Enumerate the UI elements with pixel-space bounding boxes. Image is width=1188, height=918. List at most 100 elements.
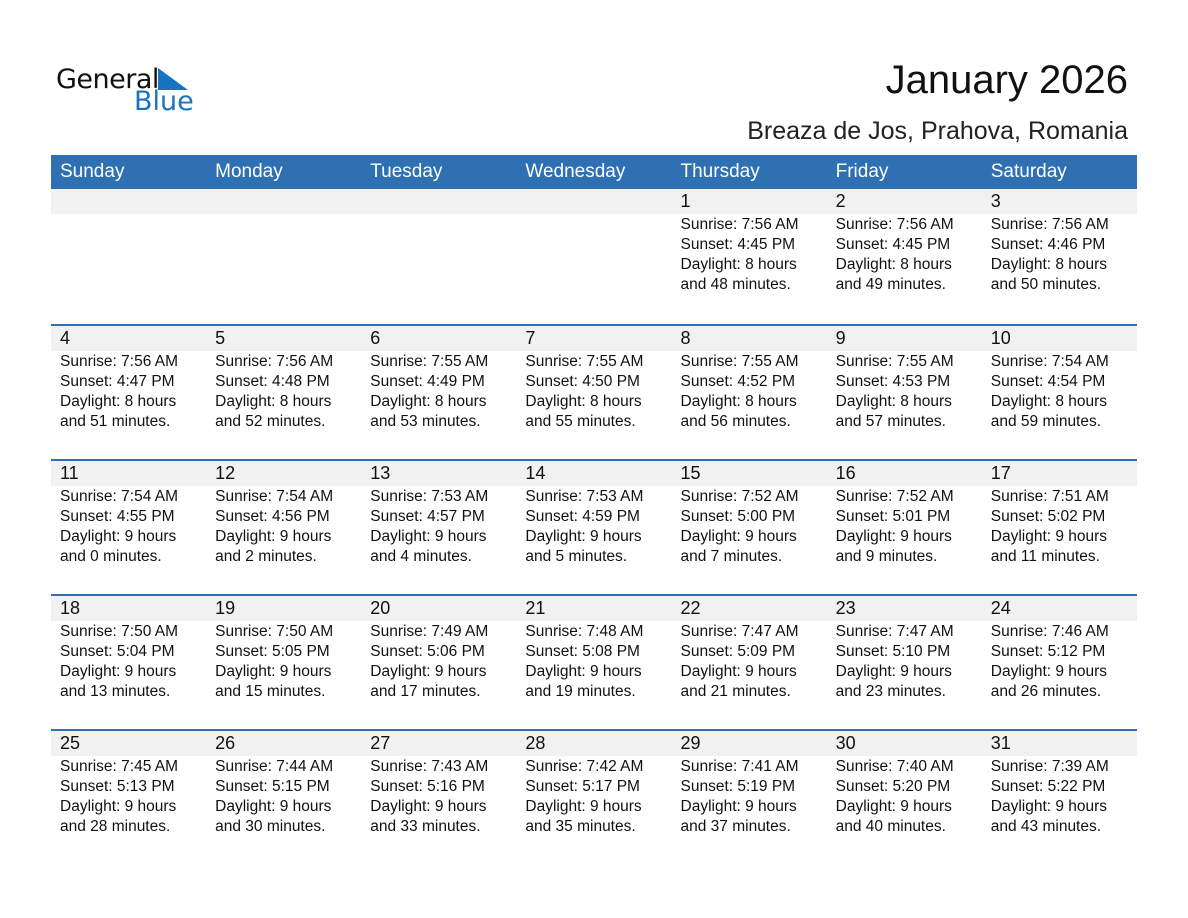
daylight2-text: and 52 minutes. [215, 413, 326, 430]
daylight1-text: Daylight: 9 hours [370, 798, 487, 815]
day-number: 22 [680, 598, 701, 618]
page-title: January 2026 [885, 58, 1128, 102]
day-cell: 13 Sunrise: 7:53 AM Sunset: 4:57 PM Dayligh… [361, 461, 516, 594]
day-cell: 26 Sunrise: 7:44 AM Sunset: 5:15 PM Dayligh… [206, 731, 361, 864]
daylight1-text: Daylight: 9 hours [370, 663, 487, 680]
day-number: 18 [60, 598, 81, 618]
daylight1-text: Daylight: 8 hours [835, 256, 952, 273]
daylight1-text: Daylight: 8 hours [835, 393, 952, 410]
sunrise-text: Sunrise: 7:55 AM [680, 353, 799, 370]
sunset-text: Sunset: 5:06 PM [370, 643, 485, 660]
day-number: 9 [835, 328, 846, 348]
sunset-text: Sunset: 5:17 PM [525, 778, 640, 795]
day-cell: 10 Sunrise: 7:54 AM Sunset: 4:54 PM Dayligh… [982, 326, 1137, 459]
day-number: 5 [215, 328, 226, 348]
day-cell: 5 Sunrise: 7:56 AM Sunset: 4:48 PM Daylight… [206, 326, 361, 459]
daylight1-text: Daylight: 8 hours [525, 393, 642, 410]
sunrise-text: Sunrise: 7:49 AM [370, 623, 489, 640]
daylight2-text: and 40 minutes. [835, 818, 946, 835]
daylight1-text: Daylight: 9 hours [525, 663, 642, 680]
sunset-text: Sunset: 5:08 PM [525, 643, 640, 660]
sunrise-text: Sunrise: 7:44 AM [215, 758, 334, 775]
sunrise-text: Sunrise: 7:53 AM [370, 488, 489, 505]
day-number: 16 [835, 463, 856, 483]
sunrise-text: Sunrise: 7:54 AM [60, 488, 179, 505]
daylight1-text: Daylight: 9 hours [835, 663, 952, 680]
daylight2-text: and 49 minutes. [835, 276, 946, 293]
sunrise-text: Sunrise: 7:55 AM [525, 353, 644, 370]
sunset-text: Sunset: 4:48 PM [215, 373, 330, 390]
daylight1-text: Daylight: 9 hours [990, 798, 1108, 815]
sunrise-text: Sunrise: 7:50 AM [60, 623, 179, 640]
daylight1-text: Daylight: 8 hours [60, 393, 177, 410]
day-cell: 28 Sunrise: 7:42 AM Sunset: 5:17 PM Dayligh… [516, 731, 671, 864]
day-number: 6 [370, 328, 381, 348]
daylight2-text: and 53 minutes. [370, 413, 481, 430]
daylight2-text: and 35 minutes. [525, 818, 636, 835]
location-subtitle: Breaza de Jos, Prahova, Romania [747, 117, 1128, 145]
sunrise-text: Sunrise: 7:56 AM [680, 216, 799, 233]
sunset-text: Sunset: 5:10 PM [835, 643, 951, 660]
day-number: 24 [990, 598, 1011, 618]
weekday-friday: Friday [835, 161, 889, 182]
day-number: 3 [990, 191, 1001, 211]
day-cell: 15 Sunrise: 7:52 AM Sunset: 5:00 PM Dayligh… [672, 461, 827, 594]
daylight1-text: Daylight: 8 hours [680, 393, 797, 410]
day-cell: 2 Sunrise: 7:56 AM Sunset: 4:45 PM Daylight… [827, 189, 982, 324]
empty-cell [361, 189, 516, 324]
logo-text-blue: Blue [134, 86, 194, 117]
daylight1-text: Daylight: 9 hours [680, 528, 797, 545]
daylight2-text: and 17 minutes. [370, 683, 481, 700]
daylight1-text: Daylight: 9 hours [215, 663, 332, 680]
day-cell: 18 Sunrise: 7:50 AM Sunset: 5:04 PM Dayligh… [51, 596, 206, 729]
sunrise-text: Sunrise: 7:54 AM [215, 488, 334, 505]
daylight2-text: and 5 minutes. [525, 548, 628, 565]
date-band [51, 596, 1137, 621]
sunset-text: Sunset: 4:52 PM [680, 373, 796, 390]
daylight1-text: Daylight: 9 hours [370, 528, 487, 545]
sunrise-text: Sunrise: 7:40 AM [835, 758, 954, 775]
daylight2-text: and 7 minutes. [680, 548, 783, 565]
sunrise-text: Sunrise: 7:55 AM [835, 353, 954, 370]
sunrise-text: Sunrise: 7:50 AM [215, 623, 334, 640]
date-band [51, 461, 1137, 486]
daylight1-text: Daylight: 8 hours [215, 393, 332, 410]
day-number: 20 [370, 598, 391, 618]
date-band [51, 189, 1137, 214]
daylight2-text: and 4 minutes. [370, 548, 472, 565]
day-number: 19 [215, 598, 236, 618]
daylight2-text: and 48 minutes. [680, 276, 791, 293]
week-row: 18 Sunrise: 7:50 AM Sunset: 5:04 PM Dayligh… [51, 594, 1137, 729]
day-number: 25 [60, 733, 81, 753]
sunset-text: Sunset: 5:02 PM [990, 508, 1106, 525]
daylight1-text: Daylight: 9 hours [525, 528, 642, 545]
week-row: 25 Sunrise: 7:45 AM Sunset: 5:13 PM Dayligh… [51, 729, 1137, 864]
logo-triangle-icon [158, 68, 188, 90]
day-number: 26 [215, 733, 236, 753]
day-cell: 29 Sunrise: 7:41 AM Sunset: 5:19 PM Dayligh… [672, 731, 827, 864]
day-cell: 27 Sunrise: 7:43 AM Sunset: 5:16 PM Dayligh… [361, 731, 516, 864]
day-number: 27 [370, 733, 391, 753]
daylight2-text: and 33 minutes. [370, 818, 481, 835]
day-number: 17 [990, 463, 1011, 483]
sunrise-text: Sunrise: 7:47 AM [835, 623, 954, 640]
sunrise-text: Sunrise: 7:45 AM [60, 758, 179, 775]
day-number: 30 [835, 733, 856, 753]
sunset-text: Sunset: 5:00 PM [680, 508, 796, 525]
sunrise-text: Sunrise: 7:48 AM [525, 623, 644, 640]
day-cell: 31 Sunrise: 7:39 AM Sunset: 5:22 PM Dayligh… [982, 731, 1137, 864]
day-number: 13 [370, 463, 391, 483]
sunset-text: Sunset: 4:50 PM [525, 373, 640, 390]
sunrise-text: Sunrise: 7:55 AM [370, 353, 489, 370]
weekday-sunday: Sunday [60, 161, 125, 182]
day-cell: 1 Sunrise: 7:56 AM Sunset: 4:45 PM Daylight… [672, 189, 827, 324]
sunset-text: Sunset: 5:05 PM [215, 643, 330, 660]
weekday-monday: Monday [215, 161, 283, 182]
sunset-text: Sunset: 5:19 PM [680, 778, 796, 795]
sunset-text: Sunset: 5:12 PM [990, 643, 1106, 660]
daylight1-text: Daylight: 8 hours [370, 393, 487, 410]
daylight2-text: and 30 minutes. [215, 818, 326, 835]
daylight2-text: and 26 minutes. [990, 683, 1102, 700]
sunset-text: Sunset: 4:45 PM [835, 236, 951, 253]
sunset-text: Sunset: 4:46 PM [990, 236, 1106, 253]
